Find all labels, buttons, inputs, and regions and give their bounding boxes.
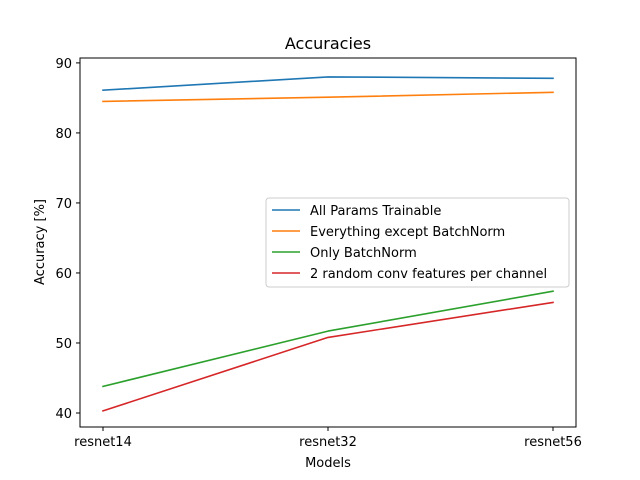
legend-label: All Params Trainable <box>310 204 441 219</box>
y-tick-label: 50 <box>55 337 72 352</box>
series-line-3 <box>102 290 554 388</box>
y-tick-label: 40 <box>55 407 72 422</box>
x-axis: resnet14 resnet32 resnet56 <box>74 427 582 450</box>
x-tick-label: resnet56 <box>524 435 582 450</box>
series-lines <box>101 76 554 412</box>
y-tick-label: 80 <box>55 127 72 142</box>
y-tick-label: 60 <box>55 267 72 282</box>
y-axis-label: Accuracy [%] <box>33 199 48 285</box>
series-line-1 <box>102 76 554 92</box>
series-line-2 <box>102 91 554 103</box>
legend: All Params Trainable Everything except Ba… <box>265 197 570 288</box>
y-tick-label: 70 <box>55 197 72 212</box>
chart-title: Accuracies <box>285 34 371 53</box>
y-tick-label: 90 <box>55 57 72 72</box>
legend-label: Only BatchNorm <box>310 246 417 261</box>
y-axis: 40 50 60 70 80 90 <box>55 57 80 422</box>
series-line-4 <box>101 301 554 412</box>
legend-label: 2 random conv features per channel <box>310 267 547 282</box>
x-tick-label: resnet32 <box>299 435 357 450</box>
legend-label: Everything except BatchNorm <box>310 225 505 240</box>
x-axis-label: Models <box>305 456 351 471</box>
x-tick-label: resnet14 <box>74 435 132 450</box>
legend-box <box>265 197 570 288</box>
